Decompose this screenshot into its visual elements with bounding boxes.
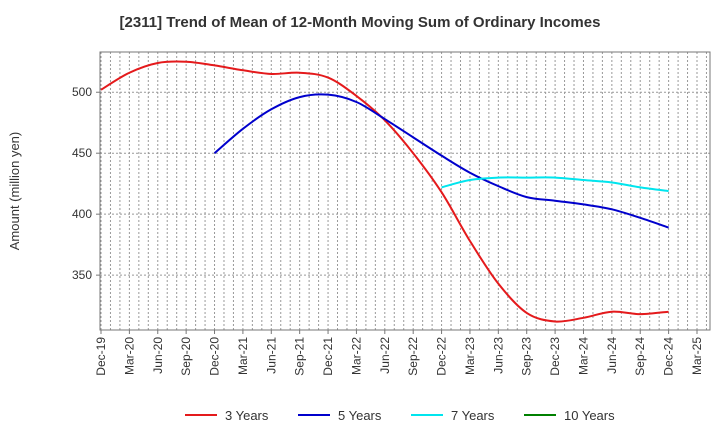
x-tick-label: Jun-24 <box>605 337 619 374</box>
legend-label: 3 Years <box>225 408 269 423</box>
x-tick-label: Mar-25 <box>690 337 704 375</box>
y-tick-label: 350 <box>72 268 92 282</box>
x-tick-label: Mar-22 <box>349 337 363 375</box>
x-tick-label: Dec-24 <box>662 337 676 376</box>
series-line-5-years <box>213 93 669 229</box>
x-tick-label: Jun-20 <box>151 337 165 374</box>
series-lines <box>100 60 669 323</box>
series-line-7-years <box>441 176 669 192</box>
series-line-3-years <box>100 60 669 323</box>
y-tick-label: 500 <box>72 85 92 99</box>
x-tick-label: Mar-23 <box>463 337 477 375</box>
x-tick-label: Mar-21 <box>236 337 250 375</box>
x-tick-label: Sep-21 <box>293 337 307 376</box>
legend-label: 7 Years <box>451 408 495 423</box>
y-tick-label: 450 <box>72 146 92 160</box>
legend-label: 10 Years <box>564 408 615 423</box>
x-tick-label: Jun-21 <box>264 337 278 374</box>
x-tick-label: Jun-22 <box>378 337 392 374</box>
x-tick-label: Sep-20 <box>179 337 193 376</box>
plot-frame <box>99 51 711 331</box>
x-tick-label: Jun-23 <box>491 337 505 374</box>
x-tick-label: Dec-21 <box>321 337 335 376</box>
x-tick-label: Mar-20 <box>122 337 136 375</box>
y-axis: 350 400 450 500 <box>72 85 100 282</box>
legend-label: 5 Years <box>338 408 382 423</box>
chart-title: [2311] Trend of Mean of 12-Month Moving … <box>119 14 601 31</box>
y-axis-label: Amount (million yen) <box>7 132 22 251</box>
x-tick-label: Sep-22 <box>406 337 420 376</box>
legend-item-7-years: 7 Years <box>411 408 495 423</box>
x-tick-label: Dec-22 <box>435 337 449 376</box>
legend-item-5-years: 5 Years <box>298 408 382 423</box>
x-axis: Dec-19 Mar-20 Jun-20 Sep-20 Dec-20 Mar-21 Jun-… <box>94 330 704 376</box>
x-tick-label: Sep-23 <box>520 337 534 376</box>
grid-lines <box>100 52 710 330</box>
x-tick-label: Dec-20 <box>208 337 222 376</box>
y-tick-label: 400 <box>72 207 92 221</box>
legend: 3 Years 5 Years 7 Years 10 Years <box>185 408 615 423</box>
x-tick-label: Dec-23 <box>548 337 562 376</box>
legend-item-3-years: 3 Years <box>185 408 269 423</box>
x-tick-label: Sep-24 <box>633 337 647 376</box>
legend-item-10-years: 10 Years <box>524 408 615 423</box>
x-tick-label: Dec-19 <box>94 337 108 376</box>
x-tick-label: Mar-24 <box>576 337 590 375</box>
